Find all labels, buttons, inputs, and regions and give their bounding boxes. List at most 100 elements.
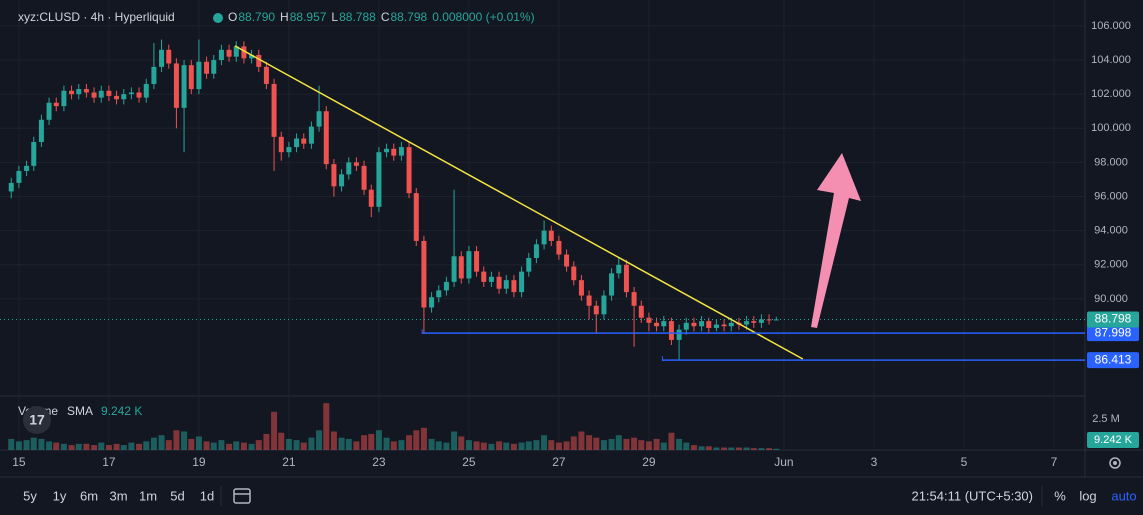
y-tick-label: 106.000 <box>1091 20 1131 32</box>
range-button[interactable]: 5y <box>23 488 37 503</box>
volume-bar <box>563 441 570 450</box>
candle-body <box>721 324 727 327</box>
grid <box>0 0 1085 450</box>
volume-bar <box>263 433 270 450</box>
volume-bar <box>683 442 690 450</box>
volume-bar <box>165 440 172 450</box>
volume-bar <box>271 411 278 450</box>
volume-bar <box>721 447 728 450</box>
x-tick-label: 5 <box>961 455 968 469</box>
y-tick-label: 96.000 <box>1094 190 1128 202</box>
candle-body <box>683 322 689 330</box>
candle-body <box>481 271 487 282</box>
range-button[interactable]: 1m <box>139 488 157 503</box>
range-button[interactable]: 5d <box>170 488 184 503</box>
candle-body <box>69 90 75 95</box>
candle-body <box>533 244 539 258</box>
volume-bar <box>375 430 382 450</box>
toolbar: 5y 1y 6m 3m 1m 5d 1d <box>23 488 214 503</box>
auto-toggle[interactable]: auto <box>1111 488 1136 503</box>
drawings <box>0 45 1085 362</box>
range-button[interactable]: 6m <box>80 488 98 503</box>
candle-body <box>61 90 67 107</box>
volume-bar <box>533 440 540 450</box>
candle-body <box>16 170 22 183</box>
candle-body <box>256 54 262 67</box>
candle-body <box>466 251 472 279</box>
volume-bar <box>638 440 645 450</box>
candle-body <box>361 165 367 190</box>
calendar-icon[interactable] <box>233 488 251 504</box>
candle-body <box>218 49 224 61</box>
volume-bar <box>158 435 165 450</box>
volume-bar <box>173 430 180 450</box>
candle-body <box>638 305 644 318</box>
volume-bar <box>361 435 368 450</box>
candle-body <box>241 46 247 59</box>
candle-body <box>503 280 509 289</box>
volume-bar <box>330 431 337 450</box>
y2-tick-label: 2.5 M <box>1092 413 1120 425</box>
candle-body <box>24 165 30 171</box>
volume-bar <box>255 440 262 450</box>
volume-bar <box>766 448 773 450</box>
candle-body <box>496 276 502 289</box>
volume-bar <box>615 435 622 450</box>
volume-bar <box>600 440 607 450</box>
log-toggle[interactable]: log <box>1079 488 1096 503</box>
volume-bar <box>743 447 750 450</box>
candle-body <box>654 322 660 327</box>
percent-toggle[interactable]: % <box>1054 488 1066 503</box>
volume-bar <box>458 436 465 450</box>
candle-body <box>406 147 412 194</box>
volume-bar <box>316 430 323 450</box>
volume-bar <box>203 441 210 450</box>
candle-body <box>91 92 97 98</box>
candle-body <box>623 264 629 293</box>
range-button[interactable]: 3m <box>109 488 127 503</box>
candle-body <box>353 162 359 166</box>
volume-bar <box>428 438 435 450</box>
y-tick-label: 94.000 <box>1094 225 1128 237</box>
range-button[interactable]: 1d <box>200 488 214 503</box>
volume-bar <box>488 443 495 450</box>
volume-bar <box>728 447 735 450</box>
volume-bar <box>631 437 638 450</box>
volume-pane <box>8 403 780 450</box>
candle-body <box>691 322 697 327</box>
candle-body <box>766 319 772 321</box>
last-price-badge <box>1087 311 1139 328</box>
volume-bar <box>338 437 345 450</box>
legend-key: L <box>331 10 338 24</box>
candle-body <box>249 54 255 59</box>
volume-bar <box>23 440 30 450</box>
candle-body <box>376 152 382 207</box>
volume-bar <box>496 441 503 450</box>
candle-body <box>121 94 127 100</box>
candle-body <box>188 65 194 90</box>
candle-body <box>578 280 584 296</box>
candle-body <box>601 295 607 315</box>
candle-body <box>233 46 239 57</box>
settings-icon[interactable] <box>1109 457 1121 469</box>
candle-body <box>706 321 712 328</box>
volume-bar <box>210 442 217 450</box>
volume-badge-label: 9.242 K <box>1094 434 1133 446</box>
candle-body <box>751 321 757 323</box>
candle-body <box>301 138 307 144</box>
candles <box>8 39 779 361</box>
candle-body <box>263 66 269 84</box>
volume-bar <box>608 438 615 450</box>
x-tick-label: 21 <box>282 455 296 469</box>
volume-bar <box>248 443 255 450</box>
price-badge-label: 86.413 <box>1095 352 1132 366</box>
volume-bar <box>285 438 292 450</box>
trendline <box>234 45 804 360</box>
x-tick-label: 19 <box>192 455 206 469</box>
price-badge-label: 87.998 <box>1095 325 1132 339</box>
candle-body <box>511 280 517 293</box>
range-button[interactable]: 1y <box>53 488 67 503</box>
candle-body <box>541 230 547 245</box>
volume-bar <box>510 443 517 450</box>
volume-bar <box>38 438 45 450</box>
